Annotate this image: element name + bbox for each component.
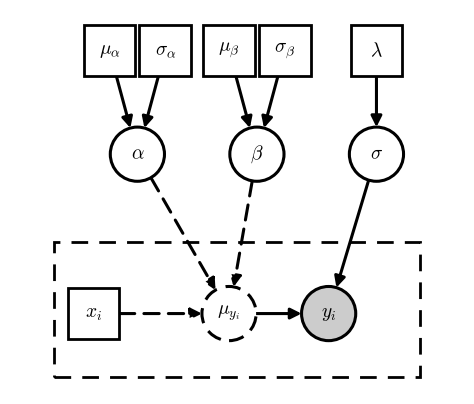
Text: $\mu_{\alpha}$: $\mu_{\alpha}$: [99, 41, 120, 60]
Text: $x_i$: $x_i$: [85, 304, 102, 323]
Text: $\sigma_{\beta}$: $\sigma_{\beta}$: [274, 40, 295, 61]
Bar: [54, 242, 420, 377]
Circle shape: [230, 127, 284, 181]
Text: $\sigma_{\alpha}$: $\sigma_{\alpha}$: [155, 41, 176, 60]
Circle shape: [301, 286, 356, 341]
Bar: [351, 25, 402, 76]
Circle shape: [202, 286, 256, 341]
Bar: [259, 25, 311, 76]
Bar: [83, 25, 136, 76]
Text: $\lambda$: $\lambda$: [370, 41, 383, 60]
Text: $y_i$: $y_i$: [321, 304, 337, 323]
Circle shape: [110, 127, 164, 181]
Text: $\alpha$: $\alpha$: [130, 145, 144, 164]
Text: $\mu_{\beta}$: $\mu_{\beta}$: [218, 41, 240, 60]
Text: $\sigma$: $\sigma$: [370, 145, 383, 164]
Text: $\beta$: $\beta$: [250, 143, 264, 165]
Bar: [139, 25, 191, 76]
Bar: [68, 288, 119, 339]
Circle shape: [349, 127, 403, 181]
Text: $\mu_{y_i}$: $\mu_{y_i}$: [218, 304, 241, 323]
Bar: [203, 25, 255, 76]
